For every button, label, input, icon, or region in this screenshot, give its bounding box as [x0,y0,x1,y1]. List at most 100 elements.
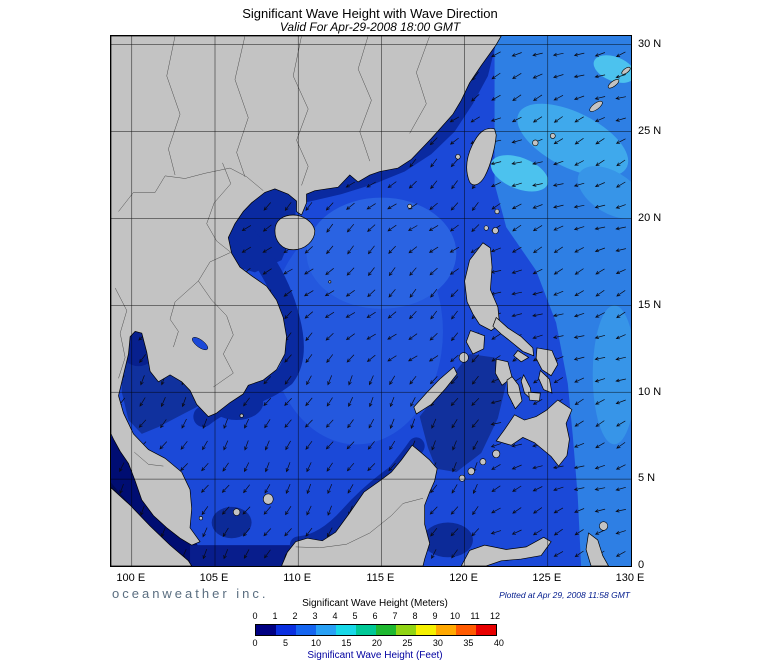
wave-direction-arrow [615,486,626,491]
wave-direction-arrow [429,267,438,276]
wave-direction-arrow [594,356,606,361]
map-area [110,35,645,567]
wave-direction-arrow [616,420,626,427]
wave-direction-arrow [388,462,396,472]
wave-direction-arrow [615,74,626,79]
wave-direction-arrow [512,485,522,492]
wave-direction-arrow [223,549,229,560]
meter-tick-label: 7 [392,611,398,621]
feet-tick-label: 30 [432,638,443,648]
wave-direction-arrow [574,116,584,123]
wave-direction-arrow [222,462,229,472]
pratas-island [408,204,412,208]
wave-direction-arrow [264,440,270,451]
wave-direction-arrow [574,247,584,253]
wave-direction-arrow [615,399,626,405]
wave-direction-arrow [595,399,605,405]
wave-direction-arrow [491,72,501,80]
feet-tick-label: 5 [282,638,288,648]
wave-direction-arrow [368,396,374,408]
wave-direction-arrow [615,530,626,535]
wave-direction-arrow [512,224,522,232]
colorbar-segment [476,625,496,635]
wave-direction-arrow [325,202,334,211]
wave-direction-arrow [594,226,606,231]
wave-direction-arrow [429,506,438,515]
meter-tick-label: 2 [292,611,298,621]
colorbar-segment [256,625,276,635]
wave-direction-arrow [428,246,439,253]
wave-direction-arrow [615,226,626,231]
wave-direction-arrow [595,159,605,167]
wave-direction-arrow [615,51,626,57]
wave-direction-arrow [388,267,396,277]
wave-direction-arrow [306,505,312,516]
wave-direction-arrow [368,375,374,386]
wave-direction-arrow [367,267,375,277]
wave-direction-arrow [451,484,458,494]
wave-direction-arrow [262,224,272,232]
wave-direction-arrow [409,310,417,320]
wave-direction-arrow [471,419,479,429]
wave-direction-arrow [450,289,459,298]
wave-direction-arrow [429,137,438,146]
borneo [282,445,438,566]
wave-direction-arrow [553,268,563,275]
wave-direction-arrow [429,332,438,341]
wave-direction-arrow [409,158,417,168]
lon-axis-label: 105 E [199,572,229,584]
lat-axis-label: 20 N [638,211,662,224]
wave-direction-arrow [594,378,606,383]
wave-direction-arrow [574,268,584,275]
wave-direction-arrow [346,462,355,472]
wave-direction-arrow [283,268,293,275]
wave-direction-arrow [243,397,250,407]
wave-direction-arrow [574,529,584,536]
wave-direction-arrow [347,245,354,255]
lat-axis-label: 10 N [638,385,662,398]
wave-direction-arrow [532,529,543,536]
meter-tick-label: 11 [470,611,480,621]
wave-direction-arrow [574,550,584,558]
wave-direction-arrow [553,377,563,384]
penghu-island [456,154,461,159]
wave-direction-arrow [449,246,460,253]
wave-direction-arrow [511,464,522,470]
wave-direction-arrow [345,181,356,188]
legend-title-meters: Significant Wave Height (Meters) [302,598,448,609]
wave-direction-arrow [223,418,228,429]
wave-direction-arrow [573,356,585,361]
wave-direction-arrow [202,548,208,560]
wave-direction-arrow [573,226,585,231]
feet-tick-label: 40 [493,638,504,648]
wave-direction-arrow [304,419,313,428]
colorbar-segment [296,625,316,635]
wave-direction-arrow [449,224,459,232]
wave-direction-arrow [532,486,543,492]
wave-direction-arrow [511,203,522,210]
wave-direction-arrow [552,465,564,470]
grid-lines [111,36,631,566]
wave-direction-arrow [450,354,459,363]
wave-direction-arrow [388,245,396,254]
wave-direction-arrow [202,418,208,429]
wave-direction-arrow [594,74,606,79]
lat-axis-label: 25 N [638,124,662,137]
wave-direction-arrow [324,290,335,297]
lat-axis-label: 30 N [638,38,662,50]
wave-direction-arrow [511,161,522,166]
meter-tick-label: 0 [252,611,258,621]
wave-direction-arrow [264,419,271,429]
wave-direction-arrow [326,245,334,255]
wave-direction-arrow [244,462,250,473]
wave-direction-arrow [408,246,418,254]
wave-direction-arrow [450,397,459,407]
wave-direction-arrow [490,182,501,188]
wave-direction-arrow [512,246,522,253]
wave-direction-arrow [430,527,438,537]
wave-direction-arrow [616,290,626,297]
wave-direction-arrow [327,483,333,495]
wave-direction-arrow [594,247,606,253]
wave-direction-arrow [244,418,250,429]
wave-direction-arrow [511,529,522,535]
